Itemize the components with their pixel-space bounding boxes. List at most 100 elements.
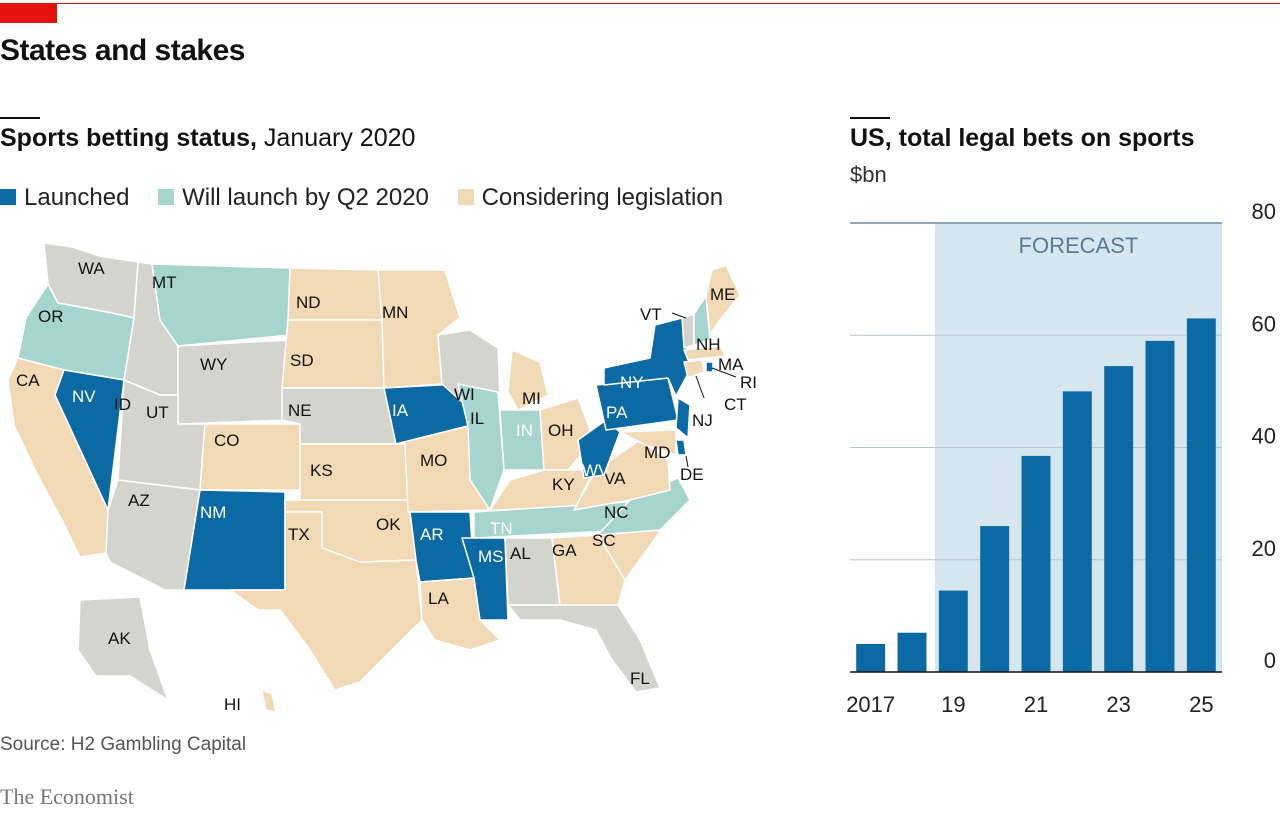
bets-unit: $bn [850,162,887,187]
state-ms [461,537,509,621]
state-label-pa: PA [606,403,628,422]
x-tick-label-19: 19 [941,692,965,717]
map-title-date: January 2020 [256,124,416,152]
bar-2024 [1145,340,1175,672]
legend-swatch-will-launch [158,189,175,205]
top-red-rule [0,3,1280,4]
state-label-wa: WA [78,259,105,278]
brand-wordmark: The Economist [0,784,134,809]
state-label-tx: TX [288,525,310,544]
state-me [705,264,741,335]
state-label-me: ME [710,285,736,304]
state-nj [675,397,691,439]
state-fl [507,604,661,693]
x-tick-label-21: 21 [1024,692,1048,717]
state-label-oh: OH [548,421,574,440]
us-state-map: WA OR CA NV ID MT WY UT AZ CO NM ND SD NE KS OK TX MN IA MO… [7,242,757,714]
state-label-ut: UT [146,403,169,422]
map-legend: Launched Will launch by Q2 2020 Consider… [0,184,745,212]
state-label-ne: NE [288,401,312,420]
bar-2023 [1104,366,1134,672]
state-label-va: VA [604,469,626,488]
state-label-ok: OK [376,515,401,534]
state-ga [551,534,626,606]
state-label-mn: MN [382,303,408,322]
state-label-tn: TN [490,519,513,538]
bets-title: US, total legal bets on sports [850,124,1195,152]
state-label-sc: SC [592,531,616,550]
state-mt [151,263,291,347]
state-nh [693,295,711,346]
legend-label-will-launch: Will launch by Q2 2020 [182,184,429,211]
state-label-vt: VT [640,305,662,324]
red-tab [0,3,57,23]
state-ri [705,361,714,373]
state-ma [683,345,727,361]
state-label-mt: MT [152,273,177,292]
state-de [675,439,687,456]
state-label-ca: CA [16,371,40,390]
state-label-al: AL [510,544,531,563]
state-shapes [7,242,741,713]
state-label-ms: MS [478,547,504,566]
state-label-nc: NC [604,503,629,522]
bets-bar-chart: FORECAST 0 20 40 60 80 2017 19 21 23 25 [846,199,1276,717]
leader-line-vt [671,312,687,319]
state-labels: WA OR CA NV ID MT WY UT AZ CO NM ND SD NE KS OK TX MN IA MO… [16,259,757,714]
map-title: Sports betting status, January 2020 [0,124,415,153]
state-label-il: IL [470,409,484,428]
y-tick-label-60: 60 [1252,311,1276,336]
bar-2021 [1021,455,1051,672]
legend-label-considering: Considering legislation [481,184,724,211]
leader-line-ri [711,367,737,378]
y-tick-label-0: 0 [1264,648,1276,673]
state-label-ga: GA [552,541,577,560]
state-label-mo: MO [420,451,447,470]
state-label-az: AZ [128,491,150,510]
state-label-nh: NH [696,335,721,354]
x-tick-label-23: 23 [1106,692,1130,717]
state-label-ar: AR [420,525,444,544]
state-ct [683,359,705,379]
legend-label-launched: Launched [24,184,130,211]
state-label-ny: NY [620,373,644,392]
bar-2019 [938,590,968,672]
legend-will-launch: Will launch by Q2 2020 [158,184,429,212]
state-label-nj: NJ [692,411,713,430]
source-note: Source: H2 Gambling Capital [0,734,247,755]
state-label-nd: ND [296,293,321,312]
leader-line-ct [695,375,705,399]
leader-line-de [685,455,689,468]
legend-swatch-launched [0,189,16,205]
state-label-nm: NM [200,503,226,522]
forecast-label: FORECAST [1019,233,1139,258]
y-tick-label-80: 80 [1252,199,1276,224]
state-label-md: MD [644,443,670,462]
legend-launched: Launched [0,184,129,212]
map-title-bold: Sports betting status, [0,124,257,152]
state-label-sd: SD [290,351,314,370]
state-label-ia: IA [392,401,409,420]
state-label-co: CO [214,431,240,450]
state-label-la: LA [428,589,449,608]
state-hi [261,689,277,713]
state-ak [77,596,169,701]
state-md [619,429,677,456]
state-label-or: OR [38,307,64,326]
state-label-ri: RI [740,373,757,392]
state-label-id: ID [114,395,131,414]
state-label-ma: MA [718,355,744,374]
state-label-ks: KS [310,461,333,480]
y-tick-label-40: 40 [1252,424,1276,449]
chart-headline: States and stakes [0,34,245,67]
legend-swatch-considering [457,189,474,205]
state-label-hi: HI [224,695,241,714]
state-label-fl: FL [630,669,650,688]
state-label-in: IN [516,421,533,440]
state-label-nv: NV [72,387,96,406]
y-tick-label-20: 20 [1252,536,1276,561]
state-label-wi: WI [454,385,475,404]
bar-2018 [897,632,927,672]
legend-considering: Considering legislation [457,184,724,212]
bets-title-rule [850,117,890,119]
